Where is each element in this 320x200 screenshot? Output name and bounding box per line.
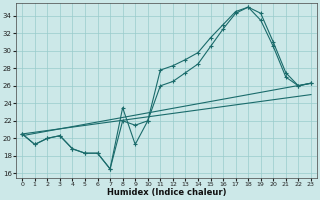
X-axis label: Humidex (Indice chaleur): Humidex (Indice chaleur) <box>107 188 226 197</box>
